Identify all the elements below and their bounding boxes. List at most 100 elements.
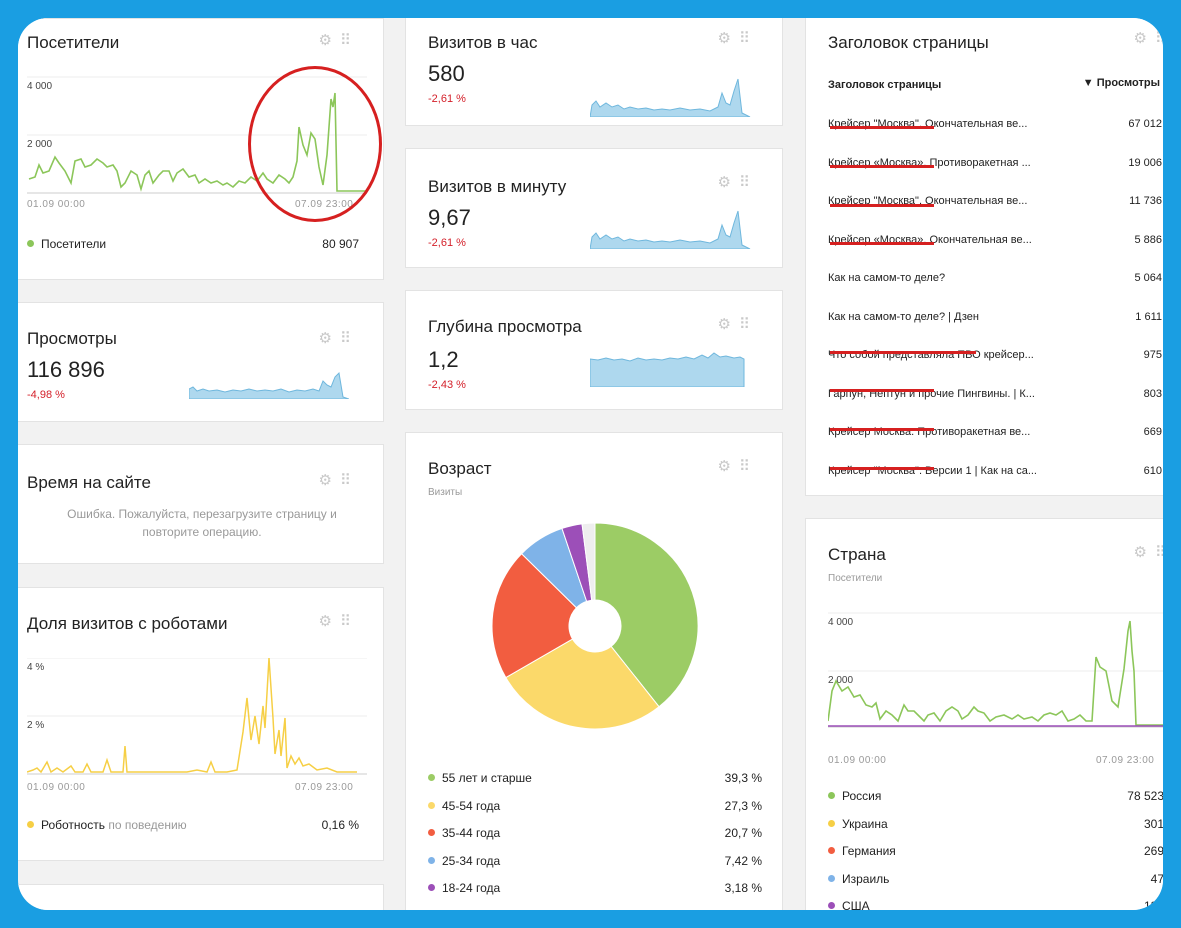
widget-title: Доля визитов с роботами	[27, 614, 228, 633]
page-title-cell[interactable]: Крейсер «Москва». Окончательная ве...	[828, 233, 1032, 246]
pie-slice[interactable]	[594, 522, 699, 708]
table-row[interactable]: Крейсер «Москва». Окончательная ве... 5 8…	[828, 221, 1162, 260]
views-sparkline	[189, 371, 349, 399]
page-title-cell[interactable]: Крейсер Москва. Противоракетная ве...	[828, 426, 1031, 439]
gear-icon[interactable]: ⚙	[318, 32, 340, 49]
legend-dot	[828, 847, 835, 854]
gear-icon[interactable]: ⚙	[717, 316, 739, 333]
gear-icon[interactable]: ⚙	[318, 330, 340, 347]
widget-subtitle: Визиты	[428, 487, 463, 498]
legend-item[interactable]: 18-24 года	[428, 881, 500, 895]
highlight-underline	[830, 165, 934, 168]
column-header-title[interactable]: Заголовок страницы	[828, 79, 942, 91]
drag-handle-icon[interactable]: ⠿	[340, 330, 359, 347]
views-widget: Просмотры ⚙⠿ 116 896 -4,98 %	[18, 302, 384, 422]
table-row[interactable]: Гарпун, Нептун и прочие Пингвины. | К...…	[828, 375, 1162, 414]
metric-value: 116 896	[27, 357, 105, 382]
page-titles-table: Крейсер "Москва". Окончательная ве... 67 …	[828, 105, 1162, 490]
page-title-cell[interactable]: Гарпун, Нептун и прочие Пингвины. | К...	[828, 387, 1035, 400]
gear-icon[interactable]: ⚙	[318, 472, 340, 489]
legend-value: 2,01 %	[725, 909, 762, 911]
empty-widget	[18, 884, 384, 910]
legend-item[interactable]: Россия	[828, 789, 881, 803]
table-row[interactable]: Как на самом-то деле? | Дзен 1 611	[828, 298, 1162, 337]
table-row[interactable]: Как на самом-то деле? 5 064	[828, 259, 1162, 298]
table-row[interactable]: Крейсер "Москва". Версии 1 | Как на са..…	[828, 452, 1162, 491]
visits-hour-sparkline	[590, 78, 751, 117]
drag-handle-icon[interactable]: ⠿	[340, 472, 359, 489]
drag-handle-icon[interactable]: ⠿	[1155, 544, 1163, 561]
gear-icon[interactable]: ⚙	[1133, 544, 1155, 561]
page-title-cell[interactable]: Крейсер "Москва". Версии 1 | Как на са..…	[828, 464, 1037, 477]
legend-dot	[428, 829, 435, 836]
highlight-underline	[830, 242, 934, 245]
drag-handle-icon[interactable]: ⠿	[340, 613, 359, 630]
legend-dot	[428, 884, 435, 891]
legend-item[interactable]: Израиль	[828, 872, 889, 886]
gear-icon[interactable]: ⚙	[717, 174, 739, 191]
table-row[interactable]: Крейсер «Москва». Противоракетная ... 19 …	[828, 144, 1162, 183]
legend-item[interactable]: Украина	[828, 817, 888, 831]
widget-title: Глубина просмотра	[428, 317, 582, 336]
page-title-cell[interactable]: Как на самом-то деле? | Дзен	[828, 310, 979, 323]
legend-item[interactable]: Роботность по поведению	[27, 818, 187, 832]
depth-sparkline	[590, 352, 745, 387]
metric-value: 9,67	[428, 205, 471, 230]
drag-handle-icon[interactable]: ⠿	[739, 458, 758, 475]
pie-slice[interactable]	[505, 638, 660, 730]
drag-handle-icon[interactable]: ⠿	[739, 316, 758, 333]
page-title-cell[interactable]: Крейсер "Москва". Окончательная ве...	[828, 118, 1028, 131]
gear-icon[interactable]: ⚙	[717, 30, 739, 47]
metric-delta: -2,61 %	[428, 237, 466, 249]
metric-value: 580	[428, 61, 465, 86]
pie-slice[interactable]	[491, 553, 578, 679]
legend-item[interactable]: США	[828, 899, 870, 910]
page-title-cell[interactable]: Крейсер «Москва». Противоракетная ...	[828, 156, 1031, 169]
table-row[interactable]: Крейсер "Москва". Окончательная ве... 11 …	[828, 182, 1162, 221]
pie-slice[interactable]	[581, 522, 596, 601]
gear-icon[interactable]: ⚙	[717, 458, 739, 475]
page-title-cell[interactable]: Крейсер "Москва". Окончательная ве...	[828, 195, 1028, 208]
legend-item[interactable]: 25-34 года	[428, 854, 500, 868]
column-header-views[interactable]: ▼ Просмотры	[1082, 77, 1160, 89]
legend-value: 0,16 %	[321, 818, 359, 832]
drag-handle-icon[interactable]: ⠿	[739, 30, 758, 47]
drag-handle-icon[interactable]: ⠿	[340, 32, 359, 49]
legend-item[interactable]: 45-54 года	[428, 799, 500, 813]
legend-item[interactable]: 55 лет и старше	[428, 771, 532, 785]
legend-item[interactable]: Германия	[828, 844, 896, 858]
table-row[interactable]: Что собой представляла ПВО крейсер... 975	[828, 336, 1162, 375]
legend-value: 80 907	[322, 237, 359, 251]
depth-widget: Глубина просмотра ⚙⠿ 1,2 -2,43 %	[405, 290, 783, 410]
page-title-cell[interactable]: Что собой представляла ПВО крейсер...	[828, 349, 1034, 362]
age-donut-chart	[491, 522, 699, 730]
legend-dot	[27, 240, 34, 247]
legend-value: 301	[1143, 816, 1163, 831]
views-cell: 803	[1143, 387, 1162, 400]
legend-item[interactable]: 35-44 года	[428, 826, 500, 840]
y-tick-label: 4 000	[27, 81, 53, 92]
robots-series-line	[27, 658, 357, 774]
drag-handle-icon[interactable]: ⠿	[739, 174, 758, 191]
highlight-underline	[830, 428, 934, 431]
highlight-underline	[830, 467, 934, 470]
legend-dot	[828, 819, 835, 827]
page-title-cell[interactable]: Как на самом-то деле?	[828, 272, 946, 285]
y-tick-label: 2 %	[27, 720, 45, 731]
legend-item[interactable]: Посетители	[27, 237, 106, 251]
y-tick-label: 4 000	[828, 617, 854, 628]
table-row[interactable]: Крейсер "Москва". Окончательная ве... 67 …	[828, 105, 1162, 144]
gear-icon[interactable]: ⚙	[1133, 30, 1155, 47]
legend-dot	[828, 902, 835, 909]
widget-title: Время на сайте	[27, 473, 151, 492]
table-row[interactable]: Крейсер Москва. Противоракетная ве... 669	[828, 413, 1162, 452]
legend-item[interactable]: Остальные	[428, 909, 505, 911]
metric-delta: -2,43 %	[428, 379, 466, 391]
highlight-underline	[830, 126, 934, 129]
robots-line-chart	[27, 658, 367, 775]
gear-icon[interactable]: ⚙	[318, 613, 340, 630]
drag-handle-icon[interactable]: ⠿	[1155, 30, 1163, 47]
widget-title: Посетители	[27, 33, 120, 52]
legend-value: 269	[1143, 844, 1163, 858]
highlight-underline	[830, 389, 934, 392]
